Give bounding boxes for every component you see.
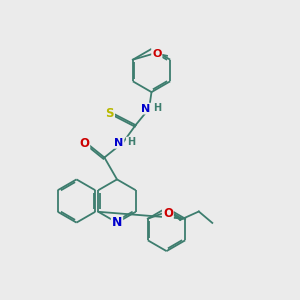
- Text: O: O: [163, 207, 173, 220]
- Text: O: O: [152, 49, 161, 59]
- Text: H: H: [127, 137, 135, 148]
- Text: O: O: [79, 137, 89, 150]
- Text: N: N: [141, 103, 150, 114]
- Text: H: H: [153, 103, 162, 113]
- Text: N: N: [114, 138, 123, 148]
- Text: N: N: [112, 216, 122, 229]
- Text: S: S: [106, 107, 114, 120]
